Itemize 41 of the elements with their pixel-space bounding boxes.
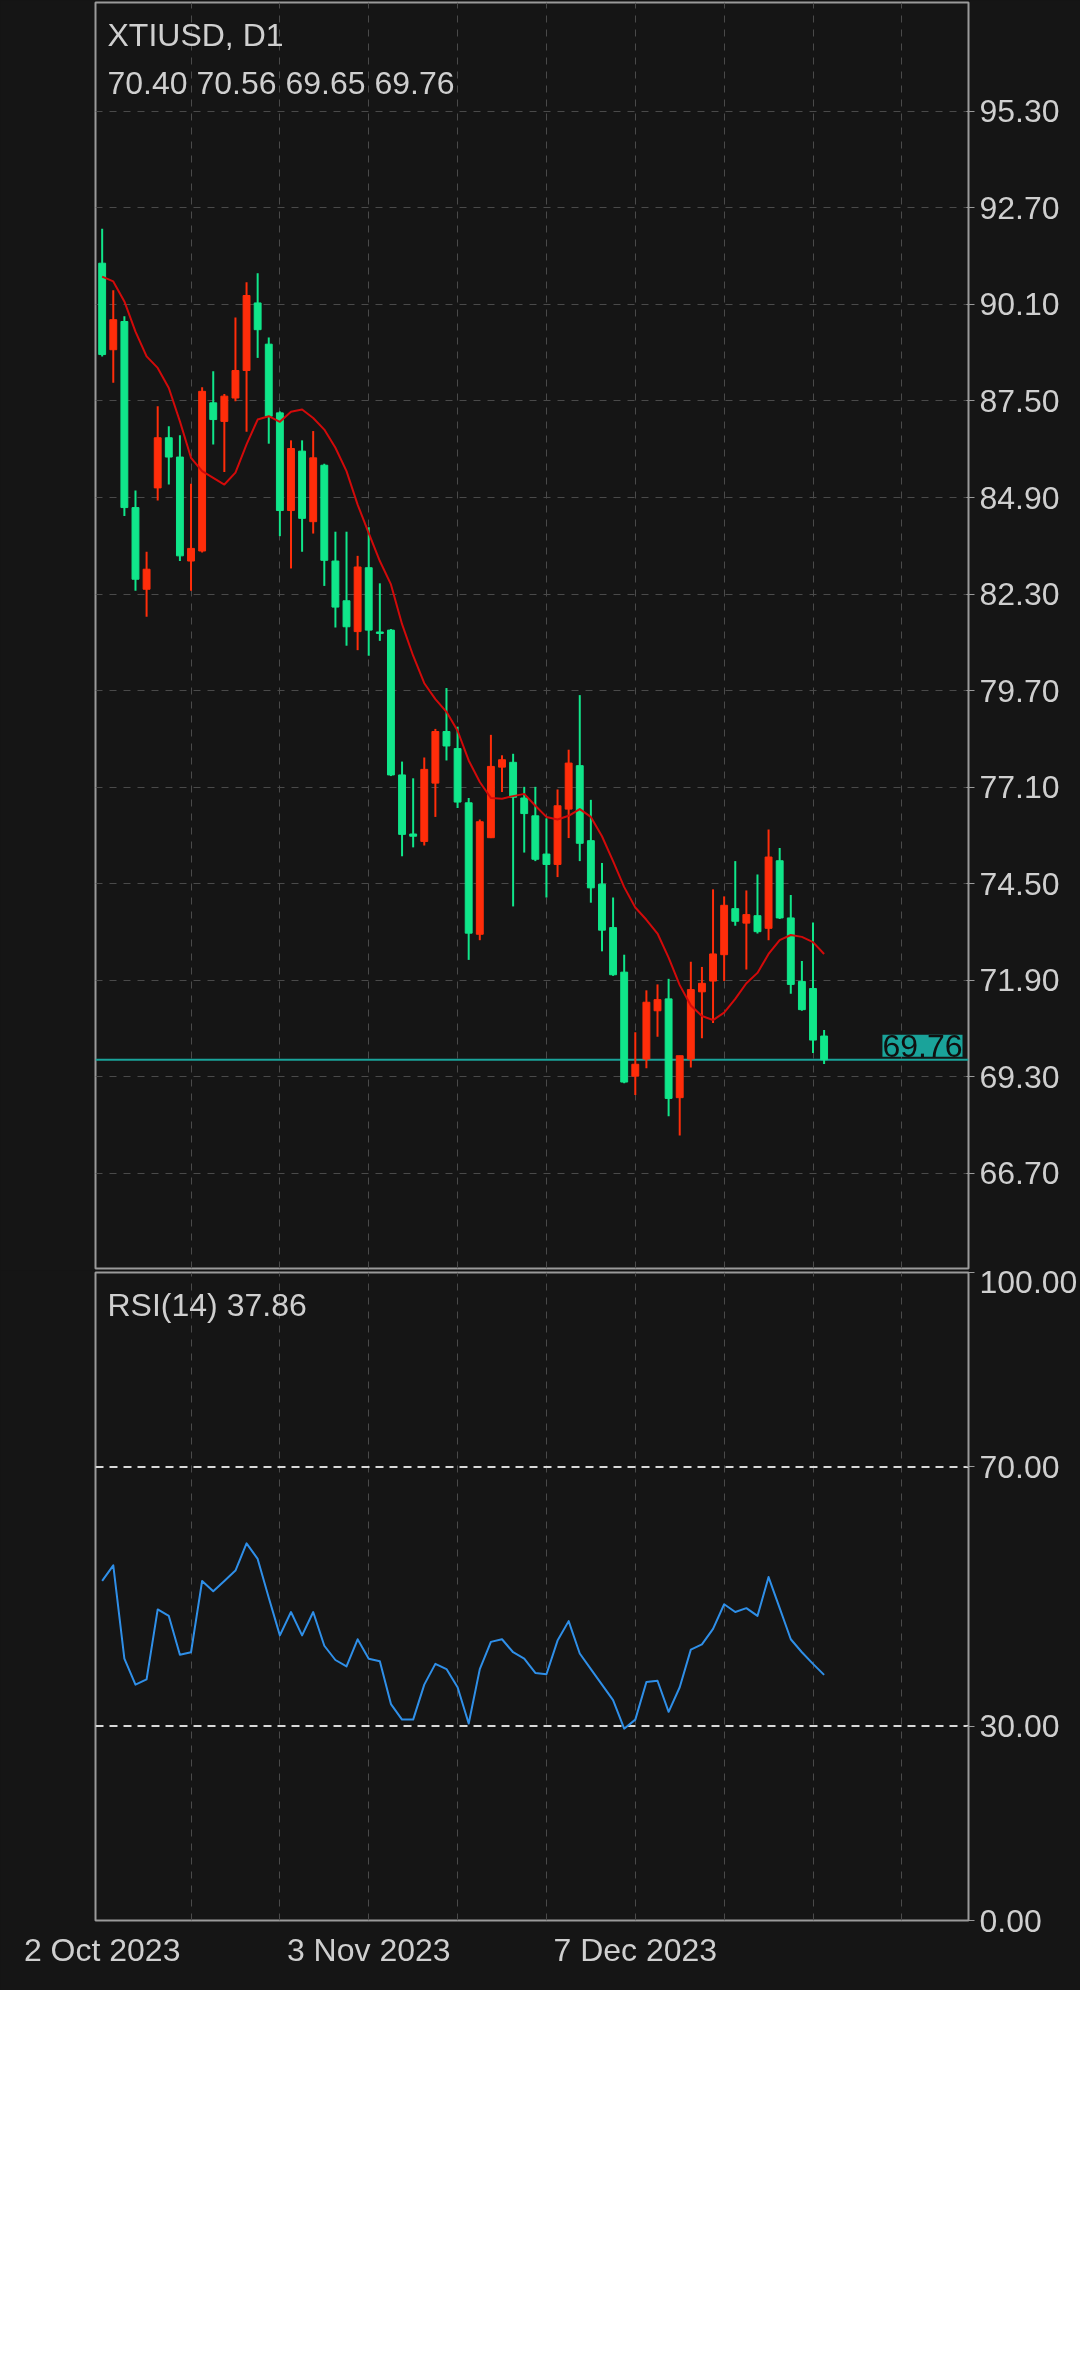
y-tick-label: 82.30 [979,576,1060,613]
candlestick [653,983,662,1038]
line-series [101,275,826,1022]
x-tick-label: 7 Dec 2023 [553,1931,718,1968]
candlestick [375,582,384,642]
ref-line-label: 69.76 [882,1027,963,1064]
y-tick-label: 87.50 [979,382,1060,419]
candlestick [187,482,195,592]
chart-title: RSI(14) 37.86 [107,1286,307,1323]
candlestick [697,965,706,1040]
candlestick [542,817,551,899]
y-tick-label: 66.70 [979,1155,1060,1192]
text: XTIUSD, D1 [107,16,284,53]
candlestick [164,425,173,486]
y-tick-label: 92.70 [979,189,1060,226]
candlestick [753,873,762,935]
y-tick-label: 74.50 [979,865,1060,902]
y-tick-label: 69.30 [979,1058,1060,1095]
y-tick-label: 70.00 [979,1448,1060,1485]
y-tick-label: 79.70 [979,672,1060,709]
candlestick [520,785,529,854]
y-tick-label: 95.30 [979,93,1060,130]
candlestick [498,754,506,794]
y-tick-label: 100.00 [979,1263,1078,1300]
y-tick-label: 77.10 [979,769,1060,806]
y-tick-label: 30.00 [979,1708,1060,1745]
candlestick [631,1031,640,1097]
candlestick [442,687,451,762]
y-tick-label: 0.00 [979,1902,1042,1939]
candlestick [409,777,418,849]
y-tick-label: 90.10 [979,286,1060,323]
candlestick [742,889,751,971]
y-tick-label: 71.90 [979,962,1060,999]
y-tick-label: 84.90 [979,479,1060,516]
x-tick-label: 3 Nov 2023 [286,1931,451,1968]
candlestick [142,550,151,618]
candlestick [731,860,740,927]
text: 70.40 70.56 69.65 69.76 [107,64,455,101]
candlestick [209,370,218,446]
x-tick-label: 2 Oct 2023 [23,1931,181,1968]
candlestick [820,1029,829,1065]
